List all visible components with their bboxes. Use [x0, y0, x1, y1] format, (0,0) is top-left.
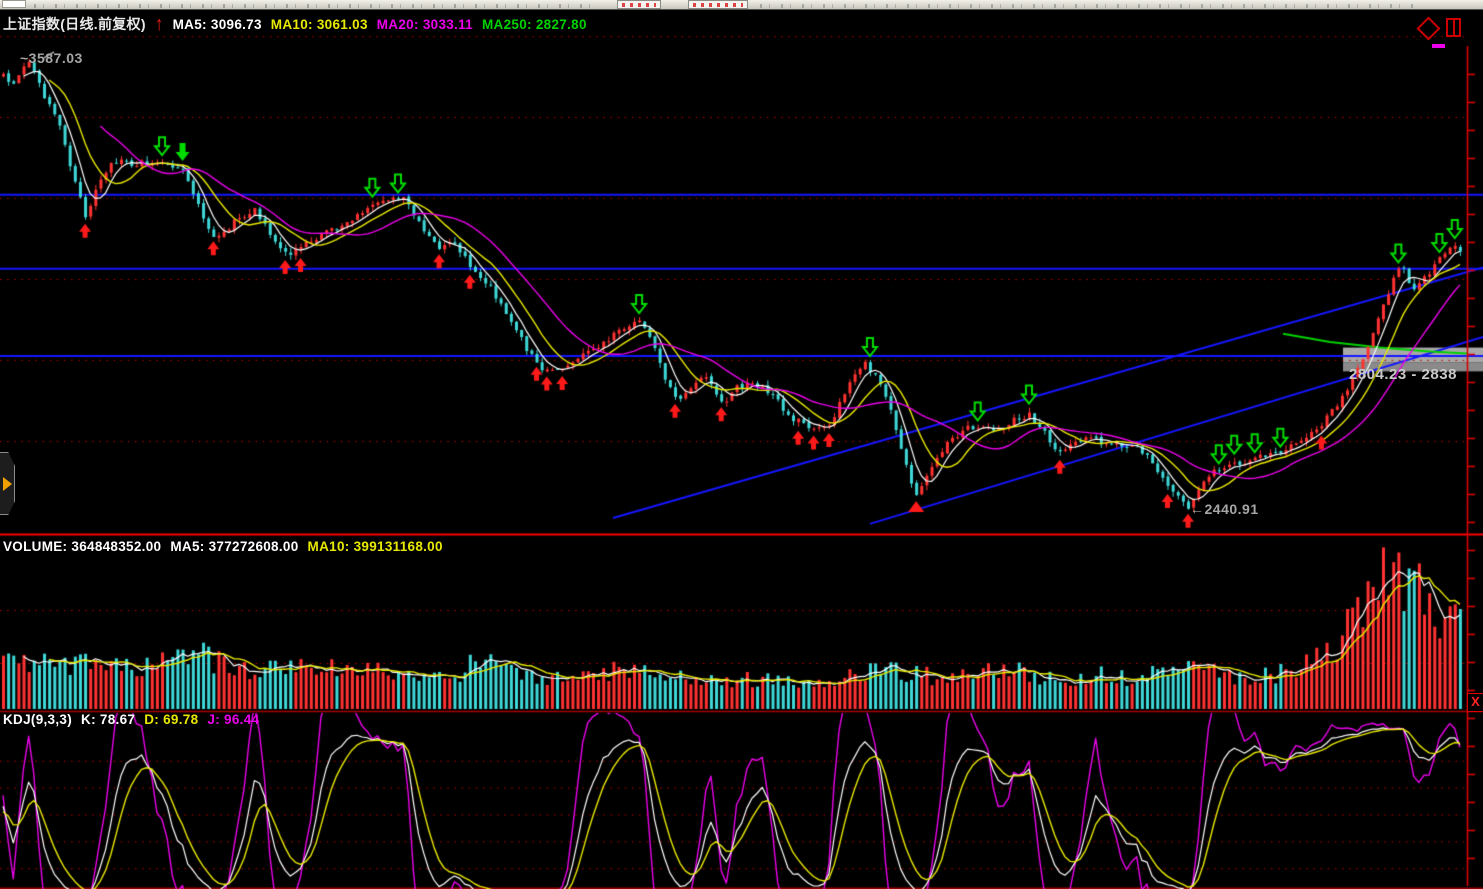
toolbar-menu-text-cutoff [34, 4, 594, 8]
toolbar-quote-box-2[interactable] [688, 0, 748, 9]
expand-right-icon [3, 477, 12, 491]
sidebar-expander-tab[interactable] [0, 452, 15, 515]
toolbar-right-text-cutoff [760, 4, 1420, 8]
toolbar-logo-box[interactable] [2, 0, 26, 8]
toolbar-quote-box-1[interactable] [617, 0, 661, 9]
magenta-marker-icon [1432, 44, 1445, 48]
top-toolbar[interactable] [0, 0, 1483, 10]
diamond-tool-icon[interactable] [1416, 16, 1441, 41]
close-volume-panel-button[interactable]: X [1467, 693, 1483, 712]
drawing-tools-group [1416, 16, 1470, 52]
window-split-icon[interactable] [1446, 18, 1461, 37]
